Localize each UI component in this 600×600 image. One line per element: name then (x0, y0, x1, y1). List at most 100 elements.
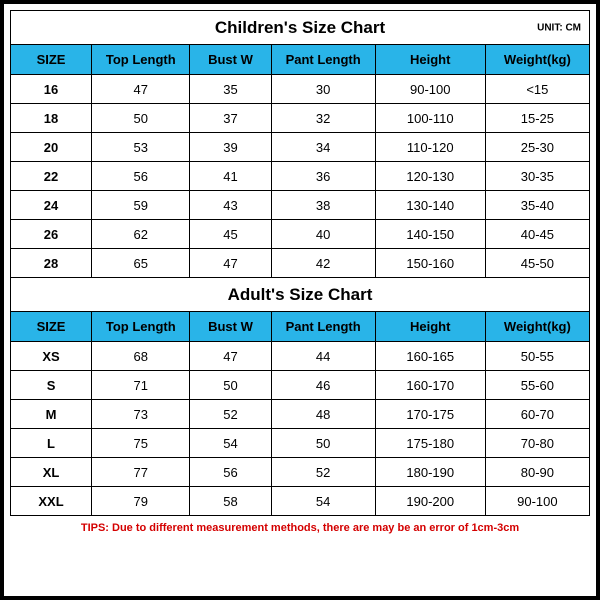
adult-cell: 170-175 (375, 400, 485, 429)
children-col-2: Bust W (190, 45, 271, 75)
adult-cell: 52 (190, 400, 271, 429)
children-cell: 16 (11, 75, 92, 104)
children-col-1: Top Length (92, 45, 190, 75)
children-cell: 32 (271, 104, 375, 133)
adult-cell: 54 (271, 487, 375, 516)
children-cell: 37 (190, 104, 271, 133)
adult-cell: 50 (271, 429, 375, 458)
children-cell: 90-100 (375, 75, 485, 104)
children-row: 20533934110-12025-30 (11, 133, 590, 162)
adult-cell: 58 (190, 487, 271, 516)
adult-cell: 71 (92, 371, 190, 400)
adult-cell: 44 (271, 342, 375, 371)
children-title: Children's Size Chart (215, 18, 385, 37)
adult-col-3: Pant Length (271, 312, 375, 342)
children-row: 22564136120-13030-35 (11, 162, 590, 191)
children-cell: 47 (190, 249, 271, 278)
children-cell: 38 (271, 191, 375, 220)
children-row: 28654742150-16045-50 (11, 249, 590, 278)
children-cell: 22 (11, 162, 92, 191)
children-cell: 140-150 (375, 220, 485, 249)
adult-cell: 48 (271, 400, 375, 429)
adult-row: L755450175-18070-80 (11, 429, 590, 458)
children-cell: 56 (92, 162, 190, 191)
adult-cell: 46 (271, 371, 375, 400)
adult-cell: 56 (190, 458, 271, 487)
children-cell: 41 (190, 162, 271, 191)
children-cell: 50 (92, 104, 190, 133)
adult-cell: 68 (92, 342, 190, 371)
children-cell: 26 (11, 220, 92, 249)
children-row: 24594338130-14035-40 (11, 191, 590, 220)
adult-row: XXL795854190-20090-100 (11, 487, 590, 516)
adult-cell: 180-190 (375, 458, 485, 487)
children-row: 18503732100-11015-25 (11, 104, 590, 133)
adult-title-cell: Adult's Size Chart (11, 278, 590, 312)
children-cell: 100-110 (375, 104, 485, 133)
adult-cell: 54 (190, 429, 271, 458)
adult-cell: 50 (190, 371, 271, 400)
adult-row: M735248170-17560-70 (11, 400, 590, 429)
adult-cell: M (11, 400, 92, 429)
adult-col-1: Top Length (92, 312, 190, 342)
tips-text: TIPS: Due to different measurement metho… (10, 522, 590, 534)
children-cell: 45 (190, 220, 271, 249)
children-cell: 150-160 (375, 249, 485, 278)
children-cell: 59 (92, 191, 190, 220)
adult-cell: XL (11, 458, 92, 487)
children-cell: 110-120 (375, 133, 485, 162)
children-cell: 30 (271, 75, 375, 104)
adult-cell: XXL (11, 487, 92, 516)
children-cell: 35 (190, 75, 271, 104)
children-cell: 45-50 (485, 249, 589, 278)
unit-label: UNIT: CM (537, 22, 581, 33)
children-col-0: SIZE (11, 45, 92, 75)
adult-col-2: Bust W (190, 312, 271, 342)
adult-cell: S (11, 371, 92, 400)
children-cell: 36 (271, 162, 375, 191)
children-col-5: Weight(kg) (485, 45, 589, 75)
children-cell: 34 (271, 133, 375, 162)
children-col-3: Pant Length (271, 45, 375, 75)
adult-cell: 190-200 (375, 487, 485, 516)
adult-col-0: SIZE (11, 312, 92, 342)
adult-cell: 175-180 (375, 429, 485, 458)
adult-col-4: Height (375, 312, 485, 342)
adult-cell: L (11, 429, 92, 458)
adult-cell: 52 (271, 458, 375, 487)
children-cell: 20 (11, 133, 92, 162)
adult-cell: 160-165 (375, 342, 485, 371)
adult-cell: XS (11, 342, 92, 371)
adult-cell: 47 (190, 342, 271, 371)
children-cell: 39 (190, 133, 271, 162)
adult-cell: 77 (92, 458, 190, 487)
adult-row: XL775652180-19080-90 (11, 458, 590, 487)
children-title-cell: Children's Size Chart UNIT: CM (11, 11, 590, 45)
adult-cell: 70-80 (485, 429, 589, 458)
size-chart-table: Children's Size ChartUNIT: CMSIZETop Len… (10, 10, 590, 516)
adult-cell: 60-70 (485, 400, 589, 429)
children-row: 1647353090-100<15 (11, 75, 590, 104)
adult-cell: 75 (92, 429, 190, 458)
adult-cell: 80-90 (485, 458, 589, 487)
children-row: 26624540140-15040-45 (11, 220, 590, 249)
adult-cell: 50-55 (485, 342, 589, 371)
children-cell: 30-35 (485, 162, 589, 191)
children-cell: 130-140 (375, 191, 485, 220)
children-cell: 40 (271, 220, 375, 249)
adult-cell: 79 (92, 487, 190, 516)
adult-cell: 73 (92, 400, 190, 429)
children-cell: 53 (92, 133, 190, 162)
children-cell: 35-40 (485, 191, 589, 220)
adult-col-5: Weight(kg) (485, 312, 589, 342)
children-cell: 43 (190, 191, 271, 220)
children-cell: <15 (485, 75, 589, 104)
children-cell: 24 (11, 191, 92, 220)
children-col-4: Height (375, 45, 485, 75)
children-cell: 65 (92, 249, 190, 278)
adult-title: Adult's Size Chart (228, 285, 373, 304)
children-cell: 47 (92, 75, 190, 104)
adult-cell: 160-170 (375, 371, 485, 400)
adult-row: S715046160-17055-60 (11, 371, 590, 400)
children-cell: 42 (271, 249, 375, 278)
